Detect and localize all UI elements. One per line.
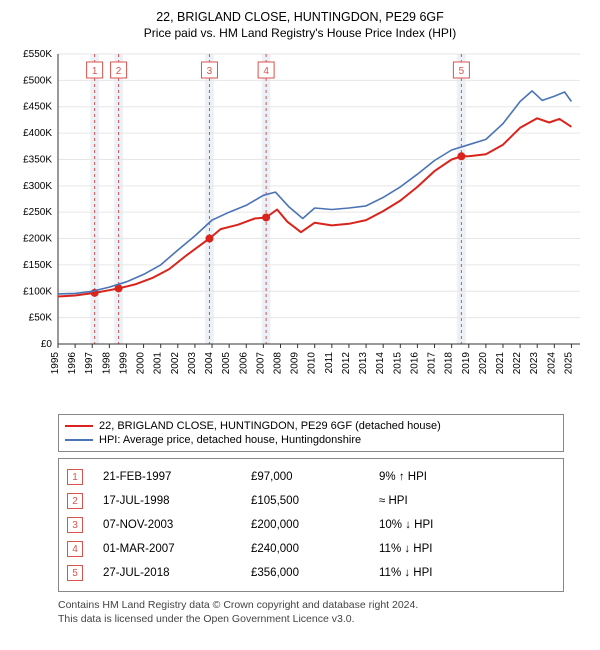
legend: 22, BRIGLAND CLOSE, HUNTINGDON, PE29 6GF… — [58, 414, 564, 452]
sale-price: £240,000 — [251, 543, 371, 555]
price-chart: £0 £50K £100K £150K £200K £250K £300K £350K £400… — [8, 46, 592, 406]
sale-marker-box: 1 — [67, 469, 83, 485]
sale-delta: ≈ HPI — [379, 495, 499, 507]
svg-text:2015: 2015 — [392, 352, 403, 375]
svg-text:2021: 2021 — [495, 352, 506, 375]
legend-swatch — [65, 439, 93, 441]
svg-text:2017: 2017 — [427, 352, 438, 375]
svg-text:2001: 2001 — [153, 352, 164, 375]
legend-item: 22, BRIGLAND CLOSE, HUNTINGDON, PE29 6GF… — [65, 419, 557, 433]
svg-text:2007: 2007 — [255, 352, 266, 375]
sale-date: 01-MAR-2007 — [103, 543, 243, 555]
sale-price: £105,500 — [251, 495, 371, 507]
svg-text:1996: 1996 — [67, 352, 78, 375]
svg-text:£400K: £400K — [23, 128, 52, 139]
svg-text:£50K: £50K — [29, 313, 53, 324]
svg-text:2004: 2004 — [204, 352, 215, 375]
footnote-line: Contains HM Land Registry data © Crown c… — [58, 598, 564, 612]
sale-date: 17-JUL-1998 — [103, 495, 243, 507]
sale-marker-box: 5 — [67, 565, 83, 581]
chart-container: 22, BRIGLAND CLOSE, HUNTINGDON, PE29 6GF… — [0, 0, 600, 634]
svg-text:1: 1 — [92, 66, 98, 77]
sale-delta: 10% ↓ HPI — [379, 519, 499, 531]
svg-text:2025: 2025 — [563, 352, 574, 375]
sale-price: £356,000 — [251, 567, 371, 579]
sales-row: 3 07-NOV-2003 £200,000 10% ↓ HPI — [67, 513, 555, 537]
page-subtitle: Price paid vs. HM Land Registry's House … — [8, 26, 592, 40]
svg-text:2: 2 — [116, 66, 122, 77]
svg-text:£150K: £150K — [23, 260, 52, 271]
svg-text:£500K: £500K — [23, 75, 52, 86]
chart-svg: £0 £50K £100K £150K £200K £250K £300K £350K £400… — [8, 46, 592, 406]
sale-price: £200,000 — [251, 519, 371, 531]
svg-text:2023: 2023 — [529, 352, 540, 375]
sale-delta: 11% ↓ HPI — [379, 543, 499, 555]
svg-text:2012: 2012 — [341, 352, 352, 375]
svg-text:2003: 2003 — [187, 352, 198, 375]
sales-row: 1 21-FEB-1997 £97,000 9% ↑ HPI — [67, 465, 555, 489]
svg-text:2016: 2016 — [409, 352, 420, 375]
sale-delta: 11% ↓ HPI — [379, 567, 499, 579]
svg-text:£350K: £350K — [23, 154, 52, 165]
svg-text:2024: 2024 — [546, 352, 557, 375]
sale-date: 21-FEB-1997 — [103, 471, 243, 483]
svg-text:2014: 2014 — [375, 352, 386, 375]
svg-text:2022: 2022 — [512, 352, 523, 375]
page-title: 22, BRIGLAND CLOSE, HUNTINGDON, PE29 6GF — [8, 10, 592, 24]
sale-marker-box: 4 — [67, 541, 83, 557]
svg-text:2008: 2008 — [272, 352, 283, 375]
svg-text:2000: 2000 — [136, 352, 147, 375]
sales-row: 5 27-JUL-2018 £356,000 11% ↓ HPI — [67, 561, 555, 585]
svg-text:2019: 2019 — [461, 352, 472, 375]
svg-text:2018: 2018 — [444, 352, 455, 375]
sales-table: 1 21-FEB-1997 £97,000 9% ↑ HPI 2 17-JUL-1998 £… — [58, 458, 564, 592]
svg-text:2011: 2011 — [324, 352, 335, 374]
svg-text:1999: 1999 — [118, 352, 129, 375]
legend-label: 22, BRIGLAND CLOSE, HUNTINGDON, PE29 6GF… — [99, 420, 441, 432]
svg-text:2013: 2013 — [358, 352, 369, 375]
svg-text:£0: £0 — [41, 339, 53, 350]
legend-item: HPI: Average price, detached house, Hunt… — [65, 433, 557, 447]
svg-text:£100K: £100K — [23, 286, 52, 297]
svg-text:2005: 2005 — [221, 352, 232, 375]
legend-label: HPI: Average price, detached house, Hunt… — [99, 434, 361, 446]
svg-text:1998: 1998 — [101, 352, 112, 375]
sales-row: 2 17-JUL-1998 £105,500 ≈ HPI — [67, 489, 555, 513]
svg-text:£250K: £250K — [23, 207, 52, 218]
svg-text:2009: 2009 — [290, 352, 301, 375]
svg-text:4: 4 — [263, 66, 269, 77]
svg-text:£450K: £450K — [23, 102, 52, 113]
legend-swatch — [65, 425, 93, 427]
svg-text:1995: 1995 — [50, 352, 61, 375]
svg-text:2006: 2006 — [238, 352, 249, 375]
svg-text:£200K: £200K — [23, 234, 52, 245]
sale-marker-box: 3 — [67, 517, 83, 533]
sales-row: 4 01-MAR-2007 £240,000 11% ↓ HPI — [67, 537, 555, 561]
svg-text:2002: 2002 — [170, 352, 181, 375]
svg-text:2020: 2020 — [478, 352, 489, 375]
footnote-line: This data is licensed under the Open Gov… — [58, 612, 564, 626]
svg-text:2010: 2010 — [307, 352, 318, 375]
sale-date: 07-NOV-2003 — [103, 519, 243, 531]
sale-delta: 9% ↑ HPI — [379, 471, 499, 483]
sale-price: £97,000 — [251, 471, 371, 483]
sale-date: 27-JUL-2018 — [103, 567, 243, 579]
footnote: Contains HM Land Registry data © Crown c… — [58, 598, 564, 626]
svg-text:3: 3 — [207, 66, 213, 77]
svg-text:£550K: £550K — [23, 49, 52, 60]
svg-text:1997: 1997 — [84, 352, 95, 375]
svg-text:£300K: £300K — [23, 181, 52, 192]
sale-marker-box: 2 — [67, 493, 83, 509]
svg-text:5: 5 — [459, 66, 465, 77]
